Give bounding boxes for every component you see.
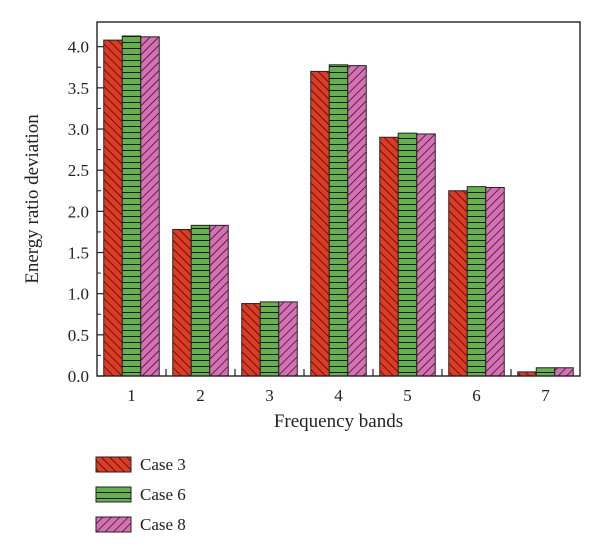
bar-case-3-band-1 bbox=[103, 39, 123, 377]
y-axis: 0.0 0.5 1.0 1.5 2.0 2.5 3.0 3.5 4.0 bbox=[68, 38, 104, 386]
x-tick-label: 4 bbox=[334, 386, 343, 405]
x-tick-label: 3 bbox=[265, 386, 274, 405]
x-tick-label: 7 bbox=[541, 386, 550, 405]
bar-case-3-band-3 bbox=[241, 303, 261, 377]
y-tick-label: 3.5 bbox=[68, 79, 89, 98]
legend-swatch bbox=[95, 516, 132, 533]
legend-label: Case 8 bbox=[140, 515, 186, 534]
y-tick-label: 0.5 bbox=[68, 326, 89, 345]
plot-frame bbox=[96, 21, 581, 377]
bar-case-8-band-5 bbox=[416, 133, 436, 377]
y-axis-title: Energy ratio deviation bbox=[22, 114, 43, 284]
x-tick-label: 5 bbox=[403, 386, 412, 405]
legend: Case 3 Case 6 Case 8 bbox=[95, 455, 186, 534]
legend-swatch bbox=[95, 486, 132, 503]
x-axis-title: Frequency bands bbox=[274, 411, 403, 432]
y-tick-label: 3.0 bbox=[68, 120, 89, 139]
bar-case-6-band-1 bbox=[121, 35, 142, 377]
bar-case-6-band-7 bbox=[535, 367, 556, 377]
y-tick-label: 4.0 bbox=[68, 38, 89, 57]
x-axis: 1 2 3 4 5 6 7 bbox=[127, 369, 550, 405]
bar-case-6-band-3 bbox=[259, 301, 280, 377]
y-tick-label: 2.0 bbox=[68, 202, 89, 221]
bar-case-8-band-2 bbox=[209, 224, 229, 377]
bar-case-8-band-7 bbox=[554, 367, 574, 377]
y-tick-label: 2.5 bbox=[68, 161, 89, 180]
x-tick-label: 6 bbox=[472, 386, 481, 405]
bar-case-3-band-2 bbox=[172, 228, 192, 377]
bar-case-6-band-4 bbox=[328, 64, 349, 377]
bar-case-6-band-6 bbox=[466, 186, 487, 377]
x-tick-label: 2 bbox=[196, 386, 205, 405]
x-tick-label: 1 bbox=[127, 386, 136, 405]
y-tick-label: 1.5 bbox=[68, 244, 89, 263]
legend-label: Case 6 bbox=[140, 485, 186, 504]
legend-swatch bbox=[95, 456, 132, 473]
bar-case-6-band-2 bbox=[190, 224, 211, 377]
bar-case-8-band-3 bbox=[278, 301, 298, 377]
bar-case-3-band-4 bbox=[310, 70, 330, 377]
legend-label: Case 3 bbox=[140, 455, 186, 474]
bar-case-6-band-5 bbox=[397, 132, 418, 377]
bars-group bbox=[103, 35, 574, 377]
bar-case-3-band-6 bbox=[448, 190, 468, 377]
y-tick-label: 0.0 bbox=[68, 367, 89, 386]
bar-case-8-band-4 bbox=[347, 65, 367, 377]
bar-case-8-band-1 bbox=[140, 36, 160, 377]
bar-case-8-band-6 bbox=[485, 186, 505, 377]
y-tick-label: 1.0 bbox=[68, 285, 89, 304]
bar-case-3-band-5 bbox=[379, 136, 399, 377]
